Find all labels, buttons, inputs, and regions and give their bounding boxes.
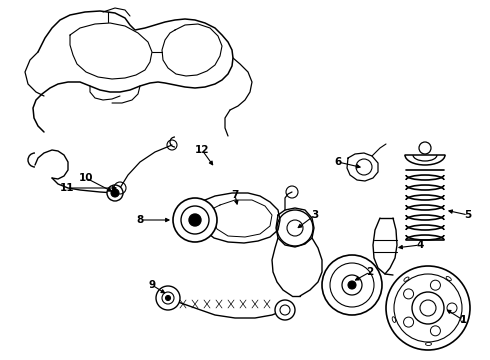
Text: 3: 3	[311, 210, 318, 220]
Text: 4: 4	[416, 240, 424, 250]
Text: 5: 5	[465, 210, 472, 220]
Circle shape	[111, 189, 119, 197]
Circle shape	[275, 300, 295, 320]
Circle shape	[173, 198, 217, 242]
Circle shape	[166, 296, 171, 301]
Text: 6: 6	[334, 157, 342, 167]
Circle shape	[348, 281, 356, 289]
Circle shape	[322, 255, 382, 315]
Circle shape	[156, 286, 180, 310]
Circle shape	[189, 214, 201, 226]
Text: 7: 7	[231, 190, 239, 200]
Text: 1: 1	[460, 315, 466, 325]
Text: 10: 10	[79, 173, 93, 183]
Text: 12: 12	[195, 145, 209, 155]
Text: 2: 2	[367, 267, 374, 277]
Text: 11: 11	[60, 183, 74, 193]
Circle shape	[107, 185, 123, 201]
Text: 8: 8	[136, 215, 144, 225]
Circle shape	[386, 266, 470, 350]
Text: 9: 9	[148, 280, 155, 290]
